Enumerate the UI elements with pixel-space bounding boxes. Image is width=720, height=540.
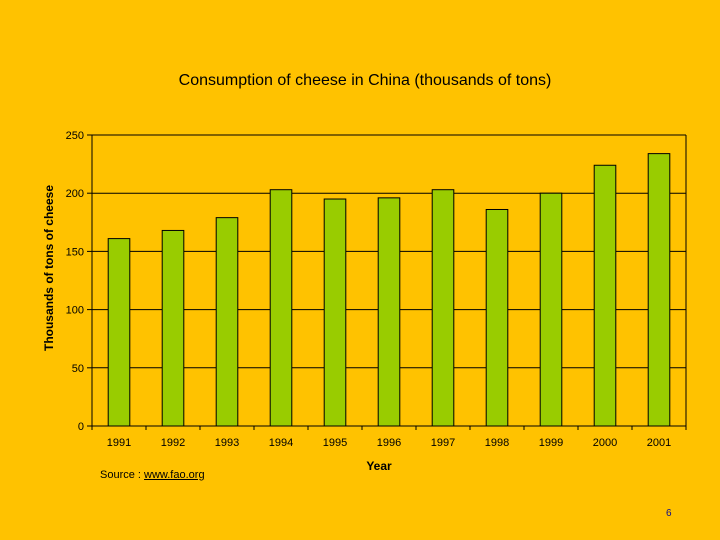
x-tick-label: 1995 <box>323 437 347 449</box>
y-tick-label: 150 <box>66 246 84 258</box>
bar <box>269 189 293 427</box>
chart-title: Consumption of cheese in China (thousand… <box>178 72 552 89</box>
bar <box>323 198 347 427</box>
bar <box>431 189 455 427</box>
x-tick-label: 1991 <box>107 437 131 449</box>
x-tick-label: 1994 <box>269 437 293 449</box>
bar <box>215 217 239 427</box>
x-tick-label: 2000 <box>593 437 617 449</box>
x-tick-label: 1996 <box>377 437 401 449</box>
x-tick-label: 1992 <box>161 437 185 449</box>
y-tick-label: 0 <box>78 421 84 433</box>
bar <box>593 164 617 427</box>
bar <box>647 153 671 427</box>
y-tick-label: 100 <box>66 305 84 317</box>
y-tick-label: 200 <box>66 188 84 200</box>
x-tick-label: 1999 <box>539 437 563 449</box>
bar <box>485 208 509 427</box>
bar <box>107 238 131 427</box>
bar <box>161 229 185 427</box>
x-tick-label: 1993 <box>215 437 239 449</box>
source-prefix: Source : <box>100 469 145 481</box>
x-tick-label: 2001 <box>647 437 671 449</box>
page-number: 6 <box>666 508 672 519</box>
source-note: Source : www.fao.org <box>100 469 205 481</box>
source-link[interactable]: www.fao.org <box>144 469 205 481</box>
y-tick-label: 50 <box>72 363 84 375</box>
y-tick-label: 250 <box>66 130 84 142</box>
x-tick-label: 1997 <box>431 437 455 449</box>
x-tick-label: 1998 <box>485 437 509 449</box>
x-axis-label: Year <box>366 459 392 473</box>
bar <box>539 192 563 427</box>
bar <box>377 197 401 427</box>
